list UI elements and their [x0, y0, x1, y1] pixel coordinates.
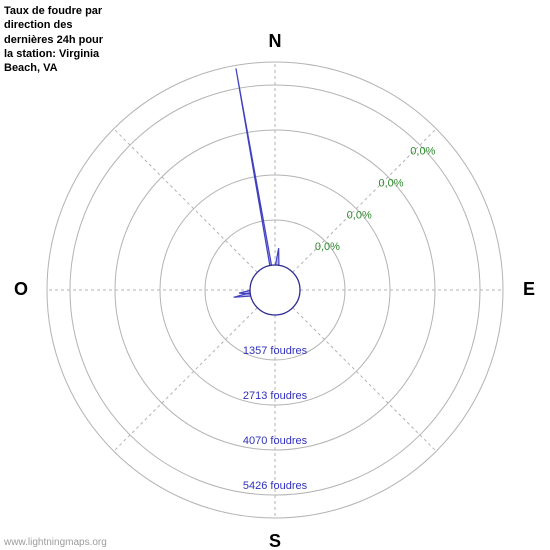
- ring-count-label: 5426 foudres: [243, 480, 308, 492]
- cardinal-w: O: [14, 279, 28, 299]
- polar-chart: N S E O 1357 foudres 2713 foudres 4070 foudres…: [0, 0, 550, 550]
- ring-count-label: 2713 foudres: [243, 390, 308, 402]
- spoke: [114, 308, 258, 452]
- spoke: [114, 129, 258, 273]
- direction-spike-minor: [239, 290, 250, 293]
- cardinal-e: E: [523, 279, 535, 299]
- ring-count-label: 4070 foudres: [243, 435, 308, 447]
- ring-pct-label: 0,0%: [347, 209, 372, 221]
- direction-spike-minor: [275, 248, 278, 265]
- ring-pct-label: 0,0%: [315, 241, 340, 253]
- center-circle: [250, 265, 300, 315]
- ring-pct-label: 0,0%: [410, 146, 435, 158]
- direction-spike: [236, 68, 272, 265]
- ring-count-label: 1357 foudres: [243, 345, 308, 357]
- ring-pct-label: 0,0%: [378, 178, 403, 190]
- cardinal-s: S: [269, 531, 281, 550]
- spoke: [293, 308, 437, 452]
- cardinal-n: N: [269, 31, 282, 51]
